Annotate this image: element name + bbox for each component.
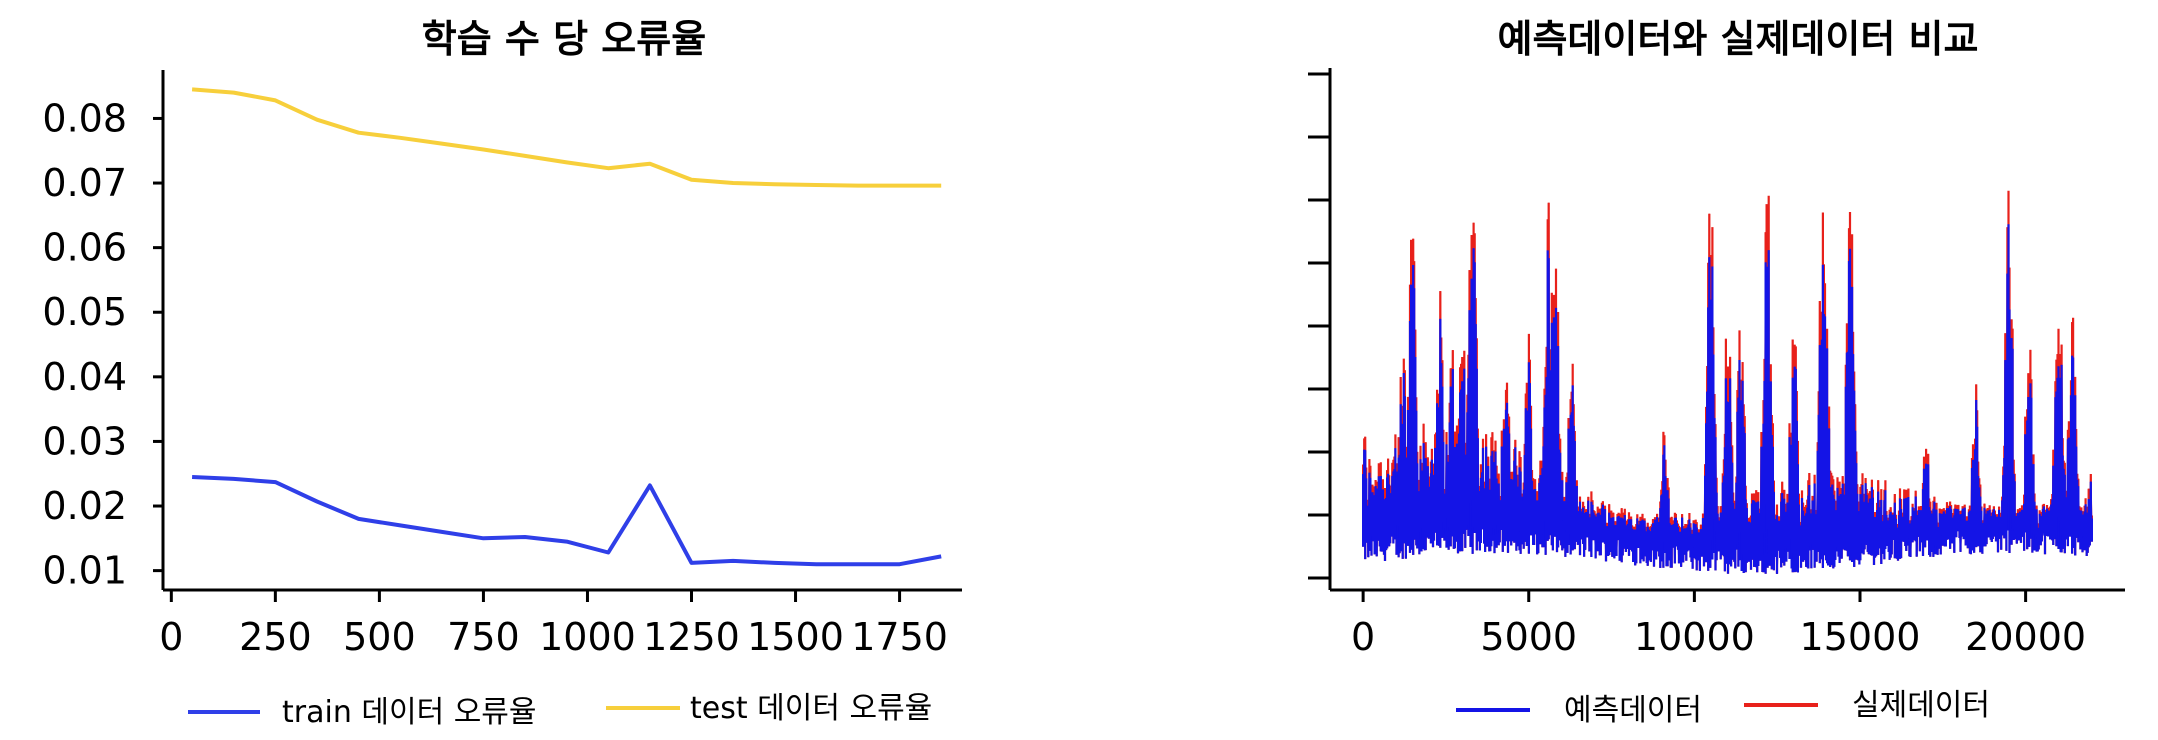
chart1-y-tick-label: 0.02 bbox=[42, 484, 127, 528]
chart1-x-tick-label: 1500 bbox=[747, 615, 844, 659]
chart1-x-tick-label: 1250 bbox=[643, 615, 740, 659]
chart2-x-tick-label: 10000 bbox=[1634, 615, 1755, 659]
predicted-data-trace bbox=[1362, 248, 2093, 574]
chart1-title: 학습 수 당 오류율 bbox=[422, 17, 706, 61]
test-error-line bbox=[191, 87, 942, 188]
chart1-series bbox=[191, 87, 942, 567]
chart1-x-tick-label: 250 bbox=[239, 615, 312, 659]
chart1-x-ticks: 0 250 500 750 1000 1250 1500 1750 bbox=[159, 590, 948, 659]
chart2-title: 예측데이터와 실제데이터 비교 bbox=[1498, 17, 1979, 61]
chart1-x-tick-label: 0 bbox=[159, 615, 183, 659]
chart1-y-tick-label: 0.06 bbox=[42, 226, 127, 270]
train-error-line bbox=[192, 475, 942, 567]
chart2-x-tick-label: 0 bbox=[1351, 615, 1375, 659]
chart1-y-tick-label: 0.05 bbox=[42, 290, 127, 334]
chart2-x-ticks: 0 5000 10000 15000 20000 bbox=[1351, 590, 2086, 659]
chart2-series bbox=[1362, 190, 2093, 574]
chart2-x-tick-label: 20000 bbox=[1965, 615, 2086, 659]
chart1-x-tick-label: 1750 bbox=[851, 615, 948, 659]
chart1-x-tick-label: 1000 bbox=[539, 615, 636, 659]
legend-predicted-label: 예측데이터 bbox=[1564, 693, 1702, 728]
chart1-y-tick-label: 0.07 bbox=[42, 161, 127, 205]
legend-actual-label: 실제데이터 bbox=[1852, 688, 1990, 723]
chart1-y-tick-label: 0.03 bbox=[42, 419, 127, 463]
chart1-y-tick-label: 0.01 bbox=[42, 549, 127, 593]
chart2-y-ticks bbox=[1308, 72, 1330, 580]
chart2-legend: 예측데이터 실제데이터 bbox=[1456, 688, 1990, 728]
chart1-y-tick-label: 0.08 bbox=[42, 96, 127, 140]
chart2-x-tick-label: 15000 bbox=[1800, 615, 1921, 659]
prediction-comparison-chart: 예측데이터와 실제데이터 비교 0 5000 10000 15000 20000 예측데… bbox=[1308, 17, 2125, 728]
chart1-y-tick-label: 0.04 bbox=[42, 355, 127, 399]
legend-test-label: test 데이터 오류율 bbox=[690, 691, 932, 726]
chart1-y-ticks: 0.01 0.02 0.03 0.04 0.05 0.06 0.07 0.08 bbox=[42, 96, 163, 593]
error-rate-chart: 학습 수 당 오류율 0.010.020.030.040.050.060.070… bbox=[42, 17, 962, 730]
chart1-x-tick-label: 750 bbox=[447, 615, 520, 659]
legend-train-label: train 데이터 오류율 bbox=[282, 695, 537, 730]
chart2-x-tick-label: 5000 bbox=[1480, 615, 1577, 659]
chart1-x-tick-label: 500 bbox=[343, 615, 416, 659]
chart1-legend: train 데이터 오류율 test 데이터 오류율 bbox=[188, 691, 932, 730]
